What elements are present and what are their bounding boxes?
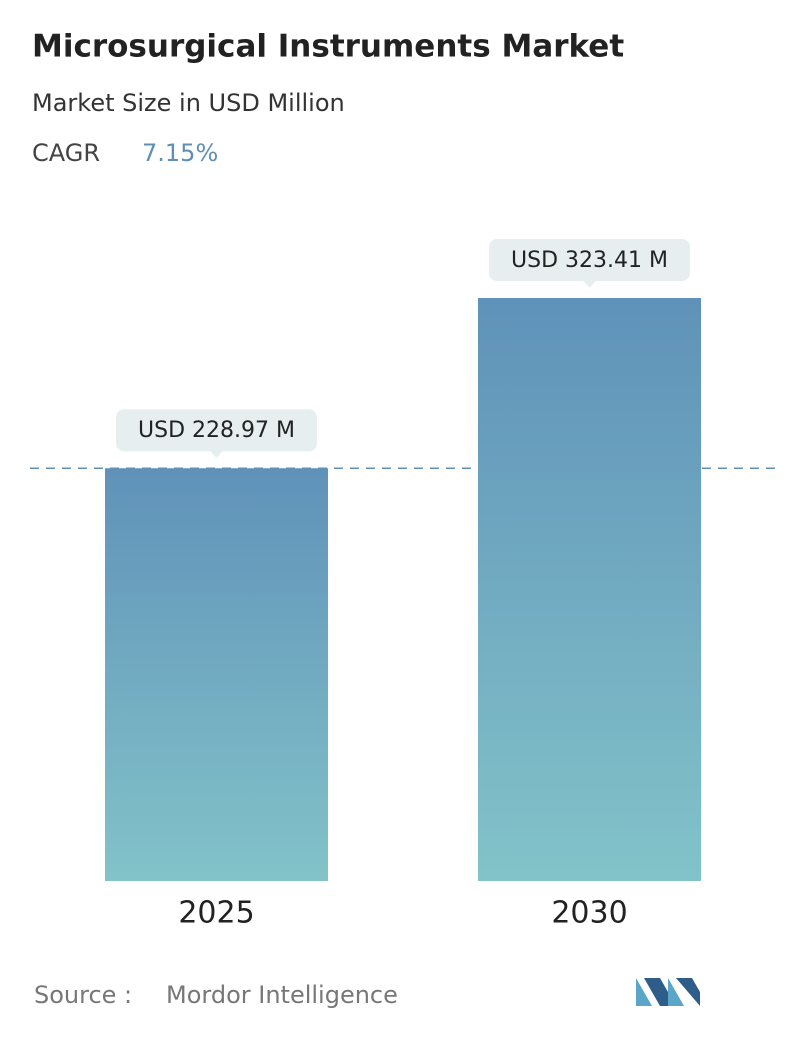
cagr-value: 7.15%: [142, 139, 218, 167]
bar: [478, 298, 701, 881]
value-callout: USD 323.41 M: [489, 239, 690, 288]
callout-box: [116, 409, 317, 452]
logo: [636, 978, 700, 1006]
chart-title: Microsurgical Instruments Market: [32, 29, 624, 65]
callout-pointer: [209, 450, 224, 459]
value-callout: USD 228.97 M: [116, 409, 317, 459]
value-label: USD 228.97 M: [138, 418, 295, 443]
source: Mordor Intelligence: [166, 981, 398, 1009]
callout-pointer: [582, 280, 597, 288]
callout-box: [489, 239, 690, 281]
value-label: USD 323.41 M: [511, 248, 668, 273]
cagr-label: CAGR: [32, 139, 100, 167]
bar: [105, 468, 328, 881]
x-tick-label: 2030: [551, 896, 627, 931]
source-label: Source :: [34, 981, 132, 1009]
chart-subtitle: Market Size in USD Million: [32, 89, 345, 117]
x-tick-label: 2025: [178, 896, 254, 931]
